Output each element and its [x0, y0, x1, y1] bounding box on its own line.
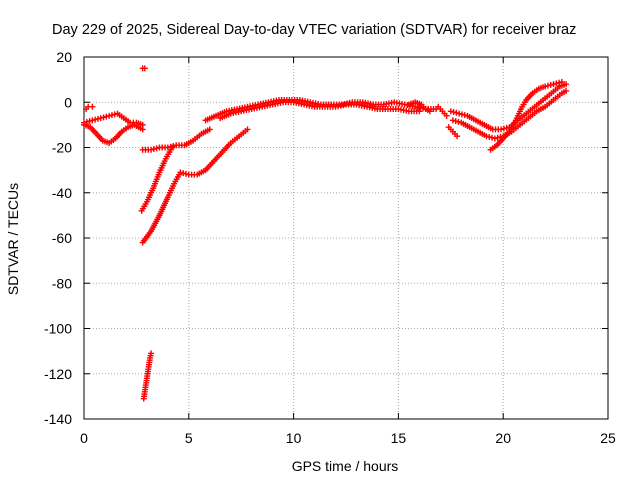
- data-point: [447, 108, 454, 115]
- data-point: [183, 170, 190, 177]
- data-point: [494, 134, 501, 141]
- x-tick-label: 0: [80, 430, 88, 446]
- y-tick-label: 0: [64, 94, 72, 110]
- data-point: [141, 65, 148, 72]
- data-point: [111, 111, 118, 118]
- plot-frame: [83, 56, 609, 420]
- data-point: [86, 118, 93, 125]
- data-point: [491, 135, 498, 142]
- y-tick-label: -20: [52, 140, 72, 156]
- data-point: [550, 81, 557, 88]
- data-point: [148, 350, 155, 357]
- y-tick-label: -80: [52, 275, 72, 291]
- x-tick-label: 10: [286, 430, 302, 446]
- data-point: [89, 117, 96, 124]
- data-point: [542, 83, 549, 90]
- y-tick-label: -40: [52, 185, 72, 201]
- data-point: [244, 126, 251, 133]
- data-point: [94, 115, 101, 122]
- data-point: [458, 111, 465, 118]
- data-point: [97, 115, 104, 122]
- y-tick-label: -60: [52, 230, 72, 246]
- data-point: [558, 78, 565, 85]
- data-point: [443, 112, 450, 119]
- data-point: [139, 121, 146, 128]
- data-point: [81, 119, 87, 126]
- y-tick-label: -100: [44, 321, 72, 337]
- data-point: [483, 133, 490, 140]
- data-point: [177, 169, 184, 176]
- x-tick-label: 15: [391, 430, 407, 446]
- data-point: [167, 143, 174, 150]
- data-point: [455, 118, 462, 125]
- data-point: [100, 114, 107, 121]
- chart-title: Day 229 of 2025, Sidereal Day-to-day VTE…: [52, 22, 576, 38]
- data-point: [553, 80, 560, 87]
- data-point: [556, 79, 563, 86]
- data-point: [489, 134, 496, 141]
- x-tick-label: 25: [600, 430, 616, 446]
- data-point: [92, 116, 99, 123]
- y-tick-label: -120: [44, 366, 72, 382]
- data-point: [416, 108, 423, 115]
- data-point: [153, 145, 160, 152]
- x-axis-label: GPS time / hours: [292, 458, 399, 474]
- data-point: [486, 133, 493, 140]
- data-point: [83, 118, 90, 125]
- data-point: [544, 82, 551, 89]
- data-point: [106, 112, 113, 119]
- data-point: [498, 126, 505, 133]
- data-point: [500, 125, 507, 132]
- y-tick-label: 20: [56, 49, 72, 65]
- data-point: [164, 144, 171, 151]
- data-point: [180, 170, 187, 177]
- data-point: [103, 113, 110, 120]
- data-point: [461, 112, 468, 119]
- data-point: [563, 87, 570, 94]
- axis-ticks: 0 5 10 15 20 25 -140 -120 -100 -80 -60 -40 -20 0 20: [44, 49, 616, 446]
- data-point: [206, 126, 213, 133]
- data-point: [449, 117, 456, 124]
- data-points: [81, 65, 570, 402]
- data-point: [89, 103, 96, 110]
- data-point: [563, 81, 570, 88]
- data-point: [148, 146, 155, 153]
- data-point: [456, 110, 463, 117]
- data-point: [170, 142, 177, 149]
- x-tick-label: 5: [185, 430, 193, 446]
- data-point: [503, 124, 510, 131]
- y-axis-label: SDTVAR / TECUs: [5, 183, 21, 295]
- data-point: [450, 109, 457, 116]
- data-point: [454, 133, 461, 140]
- x-tick-label: 20: [495, 430, 511, 446]
- data-point: [452, 118, 459, 125]
- data-point: [426, 108, 433, 115]
- y-tick-label: -140: [44, 411, 72, 427]
- data-point: [108, 112, 115, 119]
- data-point: [150, 146, 157, 153]
- data-point: [453, 109, 460, 116]
- data-point: [547, 81, 554, 88]
